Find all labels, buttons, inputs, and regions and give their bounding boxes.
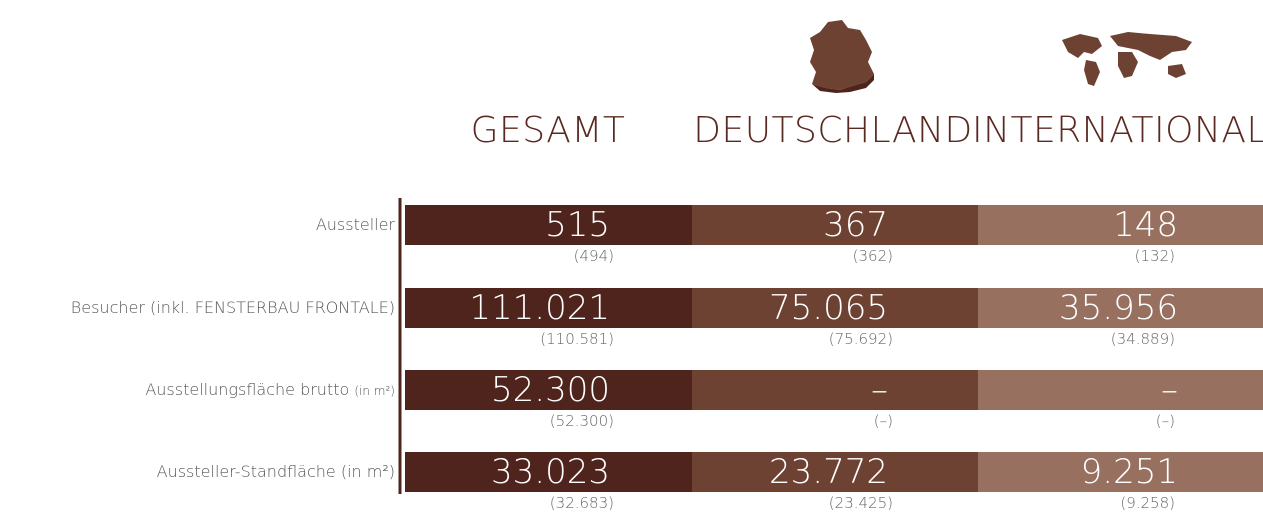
- previous-value: (–): [873, 412, 893, 430]
- cell-value: 23.772: [769, 452, 888, 492]
- column-title: GESAMT: [470, 110, 626, 151]
- previous-value: (132): [1134, 247, 1175, 265]
- cell-bar: [692, 370, 978, 410]
- previous-value: (52.300): [549, 412, 614, 430]
- previous-value: (23.425): [828, 494, 893, 512]
- cell-value: 515: [545, 205, 610, 245]
- label-text: Aussteller: [315, 215, 395, 234]
- germany-map-icon: [810, 20, 874, 90]
- previous-value: (494): [573, 247, 614, 265]
- cell-value: –: [871, 370, 888, 410]
- cell-value: 52.300: [491, 370, 610, 410]
- cell-value: 9.251: [1080, 452, 1178, 492]
- column-title: DEUTSCHLAND: [693, 110, 973, 151]
- cell-bar: [405, 370, 692, 410]
- previous-value: (–): [1155, 412, 1175, 430]
- cell-value: 148: [1113, 205, 1178, 245]
- label-text: Besucher (inkl. FENSTERBAU FRONTALE): [70, 298, 395, 317]
- cell-value: 35.956: [1059, 288, 1178, 328]
- row-label: Aussteller: [0, 215, 395, 234]
- cell-value: 75.065: [769, 288, 888, 328]
- cell-bar: [978, 452, 1263, 492]
- row-label: Aussteller-Standfläche (in m²): [0, 462, 395, 481]
- label-text: Aussteller-Standfläche (in m²): [156, 462, 395, 481]
- cell-bar: [692, 288, 978, 328]
- row-label: Ausstellungsfläche brutto (in m²): [0, 380, 395, 399]
- cell-bar: [978, 205, 1263, 245]
- cell-bar: [978, 288, 1263, 328]
- cell-bar: [692, 205, 978, 245]
- label-note: (in m²): [354, 384, 395, 398]
- previous-value: (362): [852, 247, 893, 265]
- previous-value: (32.683): [549, 494, 614, 512]
- cell-value: 367: [823, 205, 888, 245]
- world-map-icon: [1062, 32, 1192, 86]
- row-label: Besucher (inkl. FENSTERBAU FRONTALE): [0, 298, 395, 317]
- germany-map-shadow: [812, 74, 874, 93]
- cell-bar: [692, 452, 978, 492]
- previous-value: (75.692): [828, 330, 893, 348]
- previous-value: (34.889): [1110, 330, 1175, 348]
- label-text: Ausstellungsfläche brutto: [145, 380, 350, 399]
- previous-value: (110.581): [540, 330, 614, 348]
- cell-bar: [405, 205, 692, 245]
- cell-bar: [978, 370, 1263, 410]
- previous-value: (9.258): [1120, 494, 1175, 512]
- cell-bar: [405, 452, 692, 492]
- cell-value: 33.023: [491, 452, 610, 492]
- column-title: INTERNATIONAL: [972, 110, 1263, 151]
- cell-bar: [405, 288, 692, 328]
- cell-value: 111.021: [469, 288, 610, 328]
- cell-value: –: [1161, 370, 1178, 410]
